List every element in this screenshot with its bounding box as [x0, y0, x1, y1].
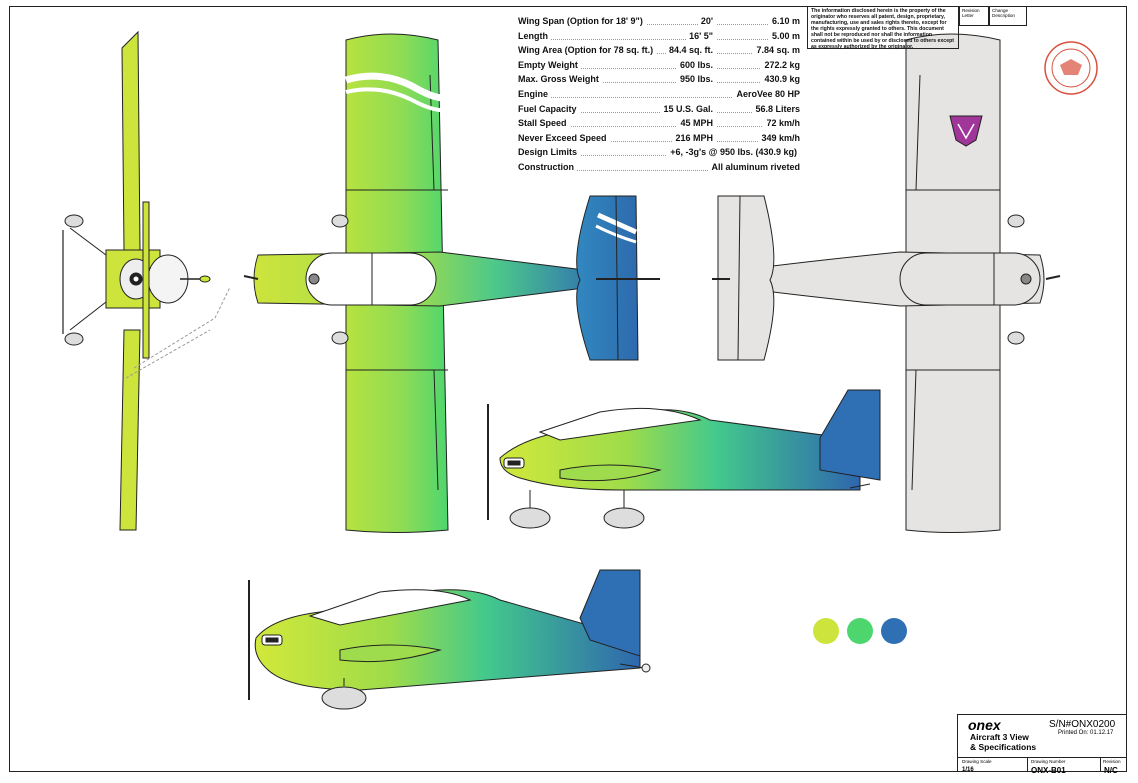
spec-imperial-value: 600 lbs. — [676, 57, 716, 73]
spec-label: Stall Speed — [518, 116, 570, 131]
top-canopy — [305, 252, 437, 306]
side-view-lower — [248, 569, 651, 710]
spec-row: Wing Span (Option for 18' 9") 20' 6.10 m — [518, 14, 800, 29]
spec-metric-value: 5.00 m — [768, 28, 800, 44]
spec-label: Engine — [518, 86, 552, 102]
top-view — [243, 33, 660, 533]
spec-row: Stall Speed 45 MPH 72 km/h — [518, 116, 800, 131]
spec-table: Wing Span (Option for 18' 9") 20' 6.10 m Le… — [518, 14, 800, 175]
change-description-header: Change Description — [989, 6, 1027, 26]
swatch-blue — [881, 618, 907, 644]
spec-label: Design Limits — [518, 145, 581, 160]
spec-label: Wing Span (Option for 18' 9") — [518, 14, 646, 29]
spec-label: Empty Weight — [518, 57, 581, 73]
spec-label: Fuel Capacity — [518, 101, 580, 117]
spec-metric-value: 72 km/h — [763, 116, 800, 131]
drawing-number-label: Drawing Number — [1031, 759, 1066, 764]
spec-row: Wing Area (Option for 78 sq. ft.) 84.4 sq… — [518, 43, 800, 58]
spec-row: Max. Gross Weight 950 lbs. 430.9 kg — [518, 72, 800, 87]
spec-imperial-value: 84.4 sq. ft. — [665, 43, 716, 58]
spec-metric-value: 7.84 sq. m — [753, 43, 800, 58]
spec-row: Length 16' 5" 5.00 m — [518, 28, 800, 44]
spec-imperial-value: 15 U.S. Gal. — [660, 101, 716, 117]
spec-row: Fuel Capacity 15 U.S. Gal. 56.8 Liters — [518, 101, 800, 117]
serial-number: S/N#ONX0200 — [1049, 719, 1116, 730]
spec-metric-value: 430.9 kg — [761, 72, 800, 87]
side-fin-b — [579, 569, 641, 657]
spec-label: Construction — [518, 159, 577, 175]
spec-imperial-value: 950 lbs. — [676, 72, 716, 87]
spec-imperial-value: 216 MPH — [672, 130, 716, 146]
spec-imperial-value: 16' 5" — [686, 28, 716, 44]
spec-label: Max. Gross Weight — [518, 72, 602, 87]
bottom-horizontal-tail — [717, 195, 775, 361]
color-swatches — [813, 618, 907, 644]
spec-row: Empty Weight 600 lbs. 272.2 kg — [518, 57, 800, 73]
spec-row: Design Limits +6, -3g's @ 950 lbs. (430.9… — [518, 145, 800, 160]
revision-value: N/C — [1104, 766, 1118, 775]
drawing-border — [9, 6, 1127, 772]
side-fin-a — [819, 389, 881, 481]
swatch-green — [847, 618, 873, 644]
spec-label: Wing Area (Option for 78 sq. ft.) — [518, 43, 657, 58]
swatch-lime — [813, 618, 839, 644]
drawing-number: ONX-B01 — [1031, 766, 1066, 775]
revision-label: Revision — [1103, 759, 1121, 764]
spec-row: Construction All aluminum riveted — [518, 159, 800, 175]
drawing-scale: 1/16 — [962, 767, 974, 773]
spec-imperial-value: 20' — [697, 14, 716, 29]
spec-label: Length — [518, 28, 551, 44]
front-wheel-bottom — [64, 332, 84, 346]
spec-imperial-value: +6, -3g's @ 950 lbs. (430.9 kg) — [667, 145, 800, 160]
spec-row: Never Exceed Speed 216 MPH 349 km/h — [518, 130, 800, 146]
drawing-scale-label: Drawing Scale — [962, 759, 992, 764]
spec-metric-value: All aluminum riveted — [708, 159, 800, 175]
spec-metric-value: 272.2 kg — [761, 57, 800, 73]
drawing-title: Aircraft 3 View & Specifications — [970, 732, 1036, 752]
spec-row: Engine AeroVee 80 HP — [518, 86, 800, 102]
spec-metric-value: AeroVee 80 HP — [733, 86, 800, 102]
onex-logo: onex — [968, 717, 1001, 733]
title-line-2: & Specifications — [970, 742, 1037, 752]
front-wheel-top — [64, 214, 84, 228]
side-view-upper — [487, 389, 881, 529]
spec-label: Never Exceed Speed — [518, 130, 610, 146]
revision-letter-header: Revision Letter — [959, 6, 989, 26]
spec-metric-value: 6.10 m — [768, 14, 800, 29]
title-line-1: Aircraft 3 View — [970, 732, 1029, 742]
bottom-view — [712, 33, 1061, 533]
front-tail-stab — [142, 201, 150, 359]
front-view — [62, 30, 231, 531]
printed-date: Printed On: 01.12.17 — [1058, 730, 1114, 736]
insignia-icon — [949, 115, 983, 147]
spec-metric-value: 56.8 Liters — [752, 101, 800, 117]
approval-stamp-icon — [1044, 41, 1098, 95]
proprietary-notice: The information disclosed herein is the … — [807, 6, 959, 50]
spec-metric-value: 349 km/h — [758, 130, 800, 146]
spec-imperial-value: 45 MPH — [677, 116, 716, 131]
front-lower-wing — [119, 329, 141, 531]
title-block: onex S/N#ONX0200 Printed On: 01.12.17 Ai… — [957, 714, 1127, 775]
